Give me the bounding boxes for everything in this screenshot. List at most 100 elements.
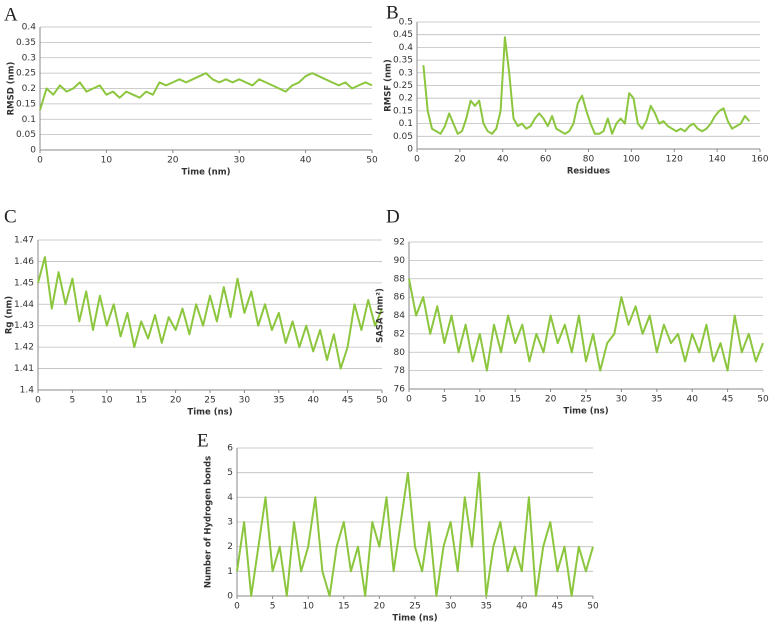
y-tick-label: 6 — [227, 444, 233, 454]
data-line — [37, 256, 383, 370]
x-tick-label: 20 — [167, 156, 179, 166]
y-tick-label: 0.15 — [16, 99, 36, 109]
x-tick-label: 40 — [516, 602, 528, 612]
x-tick-label: 45 — [552, 602, 563, 612]
y-tick-label: 0 — [227, 592, 233, 602]
y-tick-label: 5 — [227, 468, 233, 478]
x-tick-label: 5 — [442, 395, 448, 405]
y-tick-label: 1.43 — [14, 321, 34, 331]
y-tick-label: 0.5 — [399, 18, 413, 28]
x-tick-label: 25 — [409, 602, 420, 612]
x-tick-label: 50 — [366, 156, 378, 166]
y-tick-label: 92 — [394, 238, 405, 248]
y-tick-label: 86 — [394, 293, 406, 303]
y-tick-label: 0.4 — [22, 23, 37, 33]
x-tick-label: 160 — [751, 155, 768, 165]
x-tick-label: 20 — [374, 602, 386, 612]
y-tick-label: 1.4 — [20, 386, 35, 396]
y-tick-label: 0.35 — [16, 38, 36, 48]
y-axis-title: RMSF (nm) — [384, 59, 394, 112]
y-tick-label: 0.05 — [393, 132, 413, 142]
x-tick-label: 40 — [686, 395, 698, 405]
y-tick-label: 84 — [394, 311, 406, 321]
y-tick-label: 0 — [30, 146, 36, 156]
x-tick-label: 35 — [273, 396, 284, 406]
y-tick-label: 0.1 — [22, 115, 36, 125]
y-tick-label: 1.42 — [14, 343, 34, 353]
panel-label: C — [4, 206, 17, 227]
data-line — [39, 72, 373, 111]
x-tick-label: 5 — [270, 602, 276, 612]
x-tick-label: 30 — [445, 602, 457, 612]
x-tick-label: 10 — [474, 395, 486, 405]
y-tick-label: 2 — [227, 542, 233, 552]
x-tick-label: 5 — [70, 396, 76, 406]
y-tick-label: 1.47 — [14, 236, 34, 246]
x-axis-title: Residues — [567, 167, 610, 177]
data-line — [422, 36, 751, 135]
x-axis-title: Time (ns) — [187, 408, 232, 418]
x-tick-label: 40 — [497, 155, 509, 165]
x-tick-label: 50 — [757, 395, 769, 405]
x-tick-label: 100 — [623, 155, 640, 165]
y-tick-label: 80 — [394, 348, 406, 358]
x-tick-label: 20 — [454, 155, 466, 165]
x-tick-label: 35 — [651, 395, 662, 405]
x-tick-label: 10 — [101, 156, 113, 166]
x-tick-label: 25 — [204, 396, 215, 406]
y-tick-label: 1.44 — [14, 300, 34, 310]
data-line — [236, 471, 594, 597]
x-tick-label: 0 — [234, 602, 240, 612]
x-tick-label: 15 — [338, 602, 349, 612]
panel-label: B — [386, 2, 399, 23]
x-tick-label: 50 — [376, 396, 388, 406]
y-tick-label: 1.46 — [14, 257, 34, 267]
x-tick-label: 30 — [239, 396, 251, 406]
x-tick-label: 15 — [135, 396, 146, 406]
x-tick-label: 30 — [616, 395, 628, 405]
x-tick-label: 35 — [480, 602, 491, 612]
y-tick-label: 0.05 — [16, 130, 36, 140]
x-tick-label: 60 — [540, 155, 552, 165]
x-tick-label: 40 — [307, 396, 319, 406]
x-tick-label: 15 — [509, 395, 520, 405]
x-tick-label: 45 — [342, 396, 353, 406]
y-tick-label: 1.41 — [14, 364, 34, 374]
x-tick-label: 80 — [583, 155, 595, 165]
y-tick-label: 0.25 — [16, 69, 36, 79]
x-tick-label: 140 — [709, 155, 726, 165]
y-tick-label: 1 — [227, 567, 233, 577]
x-tick-label: 25 — [580, 395, 591, 405]
y-tick-label: 0.1 — [399, 119, 413, 129]
panel-label: A — [4, 4, 18, 25]
x-tick-label: 0 — [35, 396, 41, 406]
y-tick-label: 76 — [394, 385, 406, 395]
y-tick-label: 1.45 — [14, 278, 34, 288]
y-tick-label: 0.45 — [393, 30, 413, 40]
x-tick-label: 120 — [666, 155, 683, 165]
y-tick-label: 0.2 — [22, 84, 36, 94]
y-tick-label: 0.15 — [393, 106, 413, 116]
y-tick-label: 4 — [227, 493, 233, 503]
panel-label: D — [386, 206, 400, 227]
x-tick-label: 10 — [101, 396, 113, 406]
y-tick-label: 0.3 — [399, 68, 413, 78]
x-tick-label: 45 — [722, 395, 733, 405]
x-tick-label: 0 — [414, 155, 420, 165]
panel-label: E — [197, 430, 209, 451]
y-tick-label: 0.35 — [393, 56, 413, 66]
y-tick-label: 0.2 — [399, 94, 413, 104]
y-axis-title: Rg (nm) — [5, 296, 15, 334]
y-tick-label: 0.25 — [393, 81, 413, 91]
x-axis-title: Time (ns) — [563, 407, 608, 417]
x-tick-label: 40 — [300, 156, 312, 166]
x-axis-title: Time (nm) — [182, 168, 231, 178]
y-tick-label: 3 — [227, 518, 233, 528]
y-axis-title: RMSD (nm) — [7, 61, 17, 115]
y-tick-label: 78 — [394, 366, 406, 376]
x-tick-label: 10 — [302, 602, 314, 612]
y-axis-title: Number of Hydrogen bonds — [204, 456, 214, 588]
x-axis-title: Time (ns) — [392, 614, 437, 623]
y-tick-label: 0.4 — [399, 43, 414, 53]
